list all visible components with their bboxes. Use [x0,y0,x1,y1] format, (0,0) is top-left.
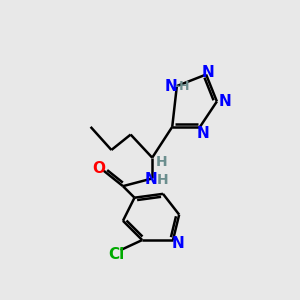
Text: N: N [197,125,209,140]
Text: -H: -H [175,80,190,92]
Text: N: N [144,172,157,188]
Text: N: N [164,79,177,94]
Text: N: N [218,94,231,109]
Text: H: H [157,173,169,187]
Text: Cl: Cl [108,247,124,262]
Text: H: H [156,154,167,169]
Text: N: N [172,236,185,251]
Text: N: N [201,65,214,80]
Text: O: O [92,161,105,176]
